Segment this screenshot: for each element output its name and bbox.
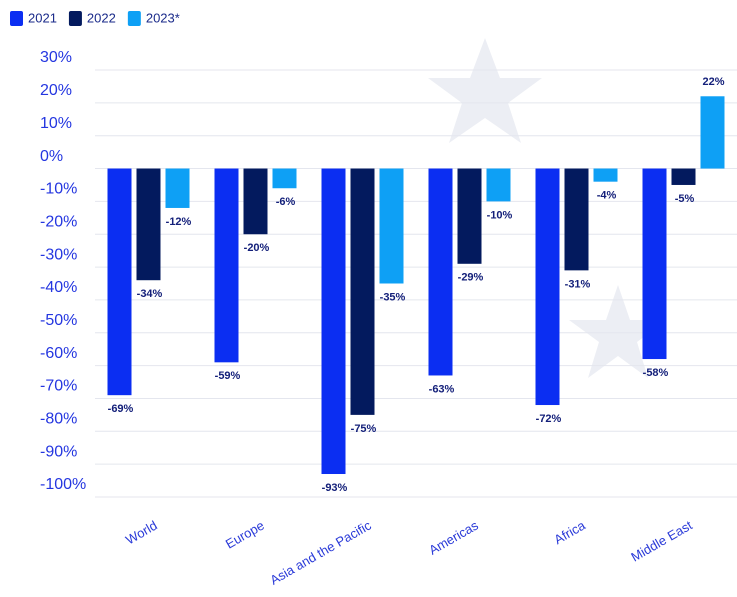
bar <box>564 168 589 271</box>
value-label: -72% <box>536 413 562 425</box>
bar <box>214 168 239 363</box>
y-tick-label: -100% <box>40 476 86 493</box>
bar <box>136 168 161 281</box>
legend-label: 2022 <box>87 10 116 25</box>
x-tick-label: Europe <box>223 518 267 552</box>
bar <box>642 168 667 360</box>
bar <box>107 168 132 396</box>
y-tick-label: 0% <box>40 148 63 165</box>
legend: 2021 2022 2023* <box>10 10 180 26</box>
value-label: -29% <box>458 272 484 284</box>
x-tick-label: World <box>123 518 160 548</box>
value-label: -58% <box>643 367 669 379</box>
value-label: 22% <box>702 76 724 88</box>
y-tick-label: -30% <box>40 246 77 263</box>
legend-swatch <box>127 11 141 26</box>
value-label: -59% <box>215 370 241 382</box>
bar <box>593 168 618 182</box>
value-label: -31% <box>565 278 591 290</box>
y-tick-label: -40% <box>40 279 77 296</box>
y-tick-label: -80% <box>40 411 77 428</box>
bar <box>486 168 511 202</box>
y-tick-label: -20% <box>40 213 77 230</box>
x-tick-label: Asia and the Pacific <box>267 517 374 587</box>
value-label: -4% <box>597 190 617 202</box>
value-label: -20% <box>244 242 270 254</box>
legend-swatch <box>68 11 82 26</box>
y-tick-label: -10% <box>40 181 77 198</box>
legend-label: 2023* <box>146 10 180 25</box>
bar <box>428 168 453 376</box>
bar <box>535 168 560 406</box>
y-tick-label: -50% <box>40 312 77 329</box>
legend-swatch <box>10 11 23 26</box>
decor-star <box>428 38 542 143</box>
x-tick-label: Middle East <box>628 517 695 564</box>
grid <box>95 69 737 498</box>
y-tick-label: 30% <box>40 49 72 66</box>
bar <box>321 168 346 475</box>
bar <box>165 168 190 208</box>
x-tick-label: Americas <box>426 517 481 557</box>
value-label: -6% <box>276 196 296 208</box>
value-label: -63% <box>429 383 455 395</box>
value-label: -34% <box>137 288 163 300</box>
value-label: -93% <box>322 482 348 494</box>
x-tick-label: Africa <box>551 517 588 547</box>
y-tick-label: -70% <box>40 378 77 395</box>
y-tick-label: -60% <box>40 345 77 362</box>
y-tick-label: 10% <box>40 115 72 132</box>
value-label: -10% <box>487 209 513 221</box>
value-label: -35% <box>380 291 406 303</box>
bar <box>243 168 268 235</box>
bar <box>671 168 696 185</box>
bar <box>700 96 725 169</box>
value-label: -5% <box>675 193 695 205</box>
value-label: -75% <box>351 423 377 435</box>
bar <box>350 168 375 415</box>
bar <box>272 168 297 189</box>
y-tick-label: -90% <box>40 443 77 460</box>
value-label: -69% <box>108 403 134 415</box>
value-label: -12% <box>166 216 192 228</box>
y-tick-label: 20% <box>40 82 72 99</box>
legend-label: 2021 <box>28 10 57 25</box>
decor-star <box>569 285 667 378</box>
bar <box>457 168 482 264</box>
bar <box>379 168 404 284</box>
